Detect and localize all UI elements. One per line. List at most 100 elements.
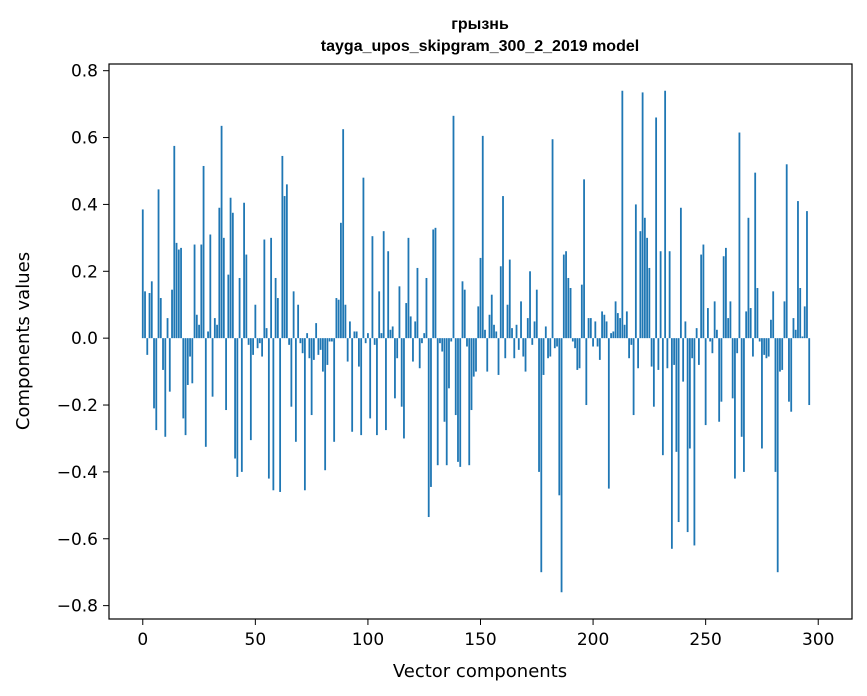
bar (565, 251, 567, 339)
bar (292, 291, 295, 339)
bar (173, 145, 176, 339)
y-tick-label: −0.8 (57, 597, 98, 617)
bar (227, 274, 230, 339)
bar (716, 329, 718, 339)
bar (779, 338, 781, 372)
bar (148, 293, 151, 339)
bar (648, 267, 651, 339)
bar (272, 338, 275, 491)
bar (641, 92, 644, 339)
bar (468, 338, 471, 466)
bar (679, 207, 682, 339)
bar (303, 338, 306, 491)
bar (794, 329, 797, 339)
bar (657, 338, 660, 370)
bar (321, 338, 324, 372)
bar (378, 291, 381, 339)
bar (697, 338, 700, 365)
bar (529, 271, 531, 339)
bar (412, 338, 414, 362)
bar (445, 338, 448, 466)
bar (740, 338, 743, 437)
bar (180, 247, 182, 339)
bar (752, 338, 754, 357)
bar (571, 338, 574, 342)
bar (707, 308, 709, 339)
bar (788, 338, 790, 402)
bar (610, 333, 612, 339)
bar (756, 288, 759, 339)
bar (808, 338, 811, 406)
bar (461, 281, 464, 339)
bar (153, 338, 155, 409)
y-axis-ticks: −0.8 −0.6 −0.4 −0.2 0.0 0.2 0.4 0.6 0.8 (57, 62, 109, 617)
bar (369, 338, 372, 419)
bar (454, 338, 457, 416)
bar (481, 135, 484, 339)
bar (506, 304, 509, 339)
bar (436, 338, 439, 466)
bar (544, 326, 547, 339)
y-tick-label: 0.0 (71, 329, 98, 349)
bar (713, 301, 716, 339)
bar (254, 304, 257, 339)
bar (704, 338, 707, 426)
bar (234, 338, 236, 459)
bar (385, 338, 387, 431)
bar (346, 338, 349, 362)
x-tick-label: 0 (137, 630, 148, 650)
bar (475, 338, 477, 372)
bar (191, 338, 194, 384)
bar (526, 318, 529, 339)
bar (621, 90, 624, 339)
bar (576, 338, 579, 370)
plot-frame (108, 63, 853, 620)
x-tick-label: 150 (464, 630, 496, 650)
bar (340, 222, 342, 339)
y-tick-label: 0.4 (71, 195, 98, 215)
bar (734, 338, 736, 479)
bar (515, 324, 518, 339)
bar (186, 338, 189, 385)
bar (310, 338, 313, 416)
bar (637, 338, 640, 369)
bar (218, 207, 221, 339)
bar (405, 303, 408, 339)
bar (443, 338, 446, 422)
bar (517, 338, 520, 350)
bar (308, 338, 311, 359)
bar (243, 202, 245, 339)
bar (743, 338, 745, 472)
bar (195, 314, 198, 339)
bar (650, 338, 653, 367)
bar (317, 338, 320, 355)
bar (276, 298, 279, 339)
bar (144, 291, 146, 339)
bar (423, 333, 426, 339)
bar (263, 239, 266, 339)
y-tick-label: 0.2 (71, 262, 98, 282)
x-tick-label: 250 (689, 630, 721, 650)
bar (619, 318, 621, 339)
bar (767, 338, 770, 357)
bar (725, 247, 727, 339)
bar (727, 318, 730, 339)
bar (583, 179, 585, 339)
y-tick-label: 0.6 (71, 129, 98, 149)
bar (616, 313, 619, 339)
bar (585, 338, 588, 406)
bar (488, 314, 491, 339)
bar (547, 338, 549, 359)
bar (578, 338, 581, 369)
bar (535, 289, 538, 339)
bar (634, 204, 637, 339)
bar (709, 338, 712, 342)
bar (421, 338, 423, 344)
bar (668, 251, 671, 339)
bar (776, 338, 779, 573)
bar (450, 338, 453, 342)
bar (301, 338, 304, 354)
bar (330, 338, 333, 342)
bar (540, 338, 543, 573)
